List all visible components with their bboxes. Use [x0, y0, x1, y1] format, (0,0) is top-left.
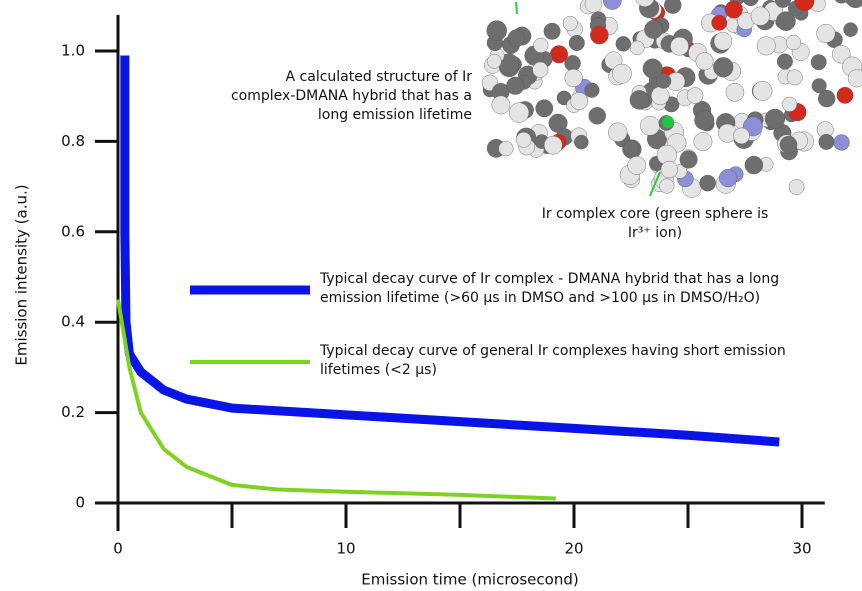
atom	[565, 55, 581, 71]
atom	[570, 92, 587, 109]
atom	[630, 90, 649, 109]
atom	[544, 136, 562, 154]
x-tick-label: 30	[792, 540, 811, 558]
structure-note: A calculated structure of Ir complex-DMA…	[220, 68, 472, 125]
legend-label: Typical decay curve of Ir complex - DMAN…	[320, 270, 845, 308]
atom	[608, 123, 627, 142]
atom	[659, 179, 674, 194]
y-tick-label: 0	[75, 494, 85, 512]
atom	[651, 87, 669, 105]
atom	[837, 87, 853, 103]
atom	[725, 1, 742, 18]
y-tick-label: 0.6	[61, 222, 85, 240]
atom	[544, 23, 560, 39]
atom	[751, 7, 770, 26]
atom	[492, 96, 510, 114]
atom	[695, 110, 715, 130]
atom	[590, 26, 608, 44]
atom	[630, 41, 644, 55]
atom	[817, 24, 836, 43]
atom	[656, 74, 671, 89]
page: Emission time (microsecond) Emission int…	[0, 0, 862, 591]
atom	[508, 30, 525, 47]
y-tick-label: 0.8	[61, 132, 85, 150]
atom	[696, 53, 713, 70]
atom	[777, 54, 792, 69]
legend-label: Typical decay curve of general Ir comple…	[320, 342, 845, 380]
atom	[499, 141, 514, 156]
atom	[563, 16, 577, 30]
atom	[603, 0, 621, 10]
atom	[507, 77, 525, 95]
atom	[733, 128, 749, 144]
atom	[534, 38, 549, 53]
x-axis-label: Emission time (microsecond)	[361, 571, 578, 589]
y-tick-label: 1.0	[61, 42, 85, 60]
atom	[487, 21, 507, 41]
atom	[536, 100, 553, 117]
y-tick-label: 0.2	[61, 403, 85, 421]
atom	[616, 36, 631, 51]
atom	[789, 179, 804, 194]
atom	[533, 62, 549, 78]
atom	[787, 70, 803, 86]
atom	[612, 64, 631, 83]
atom	[844, 23, 858, 37]
atom	[574, 135, 588, 149]
atom	[628, 156, 646, 174]
atom	[712, 15, 727, 30]
atom	[700, 175, 716, 191]
atom	[811, 54, 826, 69]
atom	[819, 134, 834, 149]
arrow	[516, 2, 517, 14]
atom	[726, 83, 744, 101]
atom	[753, 81, 772, 100]
atom	[687, 87, 703, 103]
atom	[719, 169, 737, 187]
x-tick-label: 10	[336, 540, 355, 558]
y-axis-label: Emission intensity (a.u.)	[13, 184, 31, 365]
atom	[694, 132, 712, 150]
atom	[765, 109, 785, 129]
atom	[713, 57, 733, 77]
atom	[782, 97, 797, 112]
atom	[585, 83, 600, 98]
atom	[509, 103, 529, 123]
y-tick-label: 0.4	[61, 313, 85, 331]
atom	[812, 78, 827, 93]
atom	[487, 54, 501, 68]
atom	[757, 37, 775, 55]
x-tick-label: 20	[564, 540, 583, 558]
atom	[846, 0, 862, 8]
atom	[780, 136, 797, 153]
ir-atom	[662, 116, 674, 128]
x-tick-label: 0	[113, 540, 123, 558]
atom	[680, 151, 698, 169]
core-note: Ir complex core (green sphere is Ir³⁺ io…	[540, 205, 770, 243]
atom	[640, 116, 659, 135]
atom	[743, 0, 759, 6]
atom	[569, 35, 585, 51]
atom	[745, 156, 763, 174]
atom	[714, 32, 732, 50]
atom	[589, 107, 606, 124]
atom	[624, 141, 639, 156]
atom	[786, 35, 801, 50]
atom	[644, 20, 662, 38]
atom	[670, 37, 688, 55]
atom	[664, 0, 681, 14]
molecule-image	[482, 0, 862, 198]
atom	[516, 132, 531, 147]
atom	[661, 161, 678, 178]
atom	[565, 69, 583, 87]
atom	[834, 134, 850, 150]
